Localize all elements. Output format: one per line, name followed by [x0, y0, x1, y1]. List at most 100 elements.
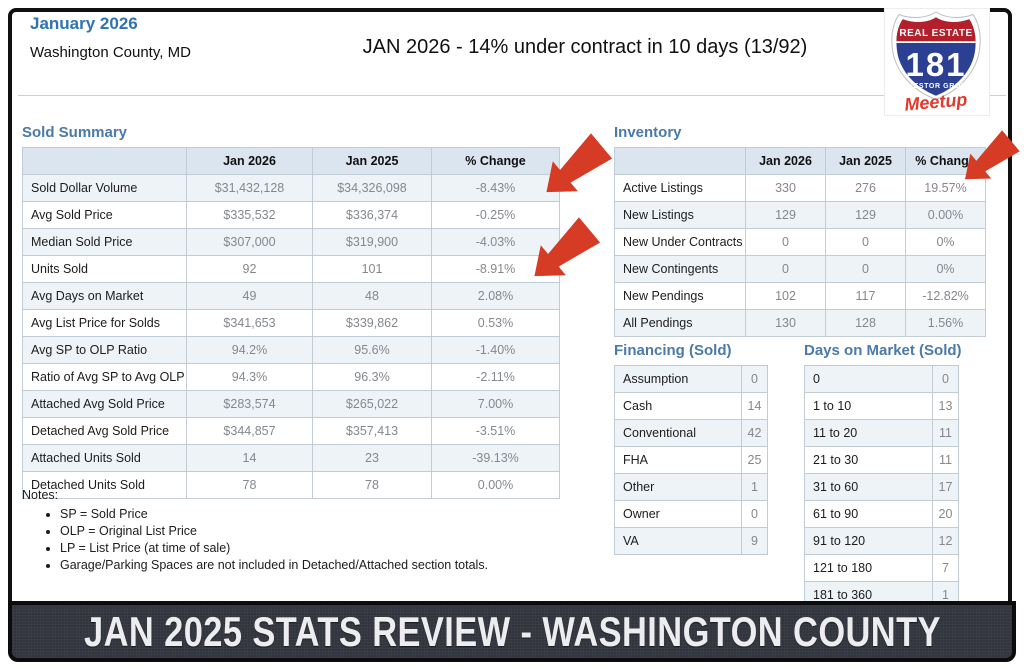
column-header-change: % Change: [431, 147, 560, 175]
table-row: 1 to 10 13: [804, 392, 959, 420]
table-header-row: Jan 2026 Jan 2025 % Change: [614, 147, 986, 175]
change-value-cell: -39.13%: [431, 444, 560, 472]
jan2025-value-cell: $265,022: [312, 390, 432, 418]
jan2026-value-cell: $283,574: [186, 390, 313, 418]
count-value-cell: 11: [932, 419, 959, 447]
column-header-jan2025: Jan 2025: [312, 147, 432, 175]
annotation-arrow-sold-dollar-volume-icon: [538, 133, 613, 193]
jan2025-value-cell: 101: [312, 255, 432, 283]
jan2025-value-cell: 96.3%: [312, 363, 432, 391]
table-row: 0 0: [804, 365, 959, 393]
jan2025-value-cell: $336,374: [312, 201, 432, 229]
table-row: FHA 25: [614, 446, 768, 474]
row-label-cell: Detached Units Sold: [22, 471, 187, 499]
table-row: Avg Sold Price $335,532 $336,374 -0.25%: [22, 201, 560, 229]
jan2025-value-cell: 128: [825, 309, 906, 337]
count-value-cell: 11: [932, 446, 959, 474]
jan2026-value-cell: 14: [186, 444, 313, 472]
annotation-arrow-units-sold-icon: [526, 217, 601, 277]
change-value-cell: -1.40%: [431, 336, 560, 364]
days-on-market-table: 0 0 1 to 10 13 11 to 20 11 21 to 30 11 3…: [804, 365, 959, 609]
table-row: 11 to 20 11: [804, 419, 959, 447]
row-label-cell: VA: [614, 527, 742, 555]
row-label-cell: Owner: [614, 500, 742, 528]
row-label-cell: 1 to 10: [804, 392, 933, 420]
table-row: VA 9: [614, 527, 768, 555]
jan2026-value-cell: $307,000: [186, 228, 313, 256]
change-value-cell: 7.00%: [431, 390, 560, 418]
row-label-cell: New Under Contracts: [614, 228, 746, 256]
row-label-cell: New Pendings: [614, 282, 746, 310]
jan2026-value-cell: 102: [745, 282, 826, 310]
count-value-cell: 17: [932, 473, 959, 501]
count-value-cell: 1: [741, 473, 768, 501]
note-item: Garage/Parking Spaces are not included i…: [60, 558, 622, 572]
row-label-cell: 21 to 30: [804, 446, 933, 474]
table-row: 31 to 60 17: [804, 473, 959, 501]
jan2026-value-cell: 94.2%: [186, 336, 313, 364]
table-row: 121 to 180 7: [804, 554, 959, 582]
jan2026-value-cell: 129: [745, 201, 826, 229]
note-item: SP = Sold Price: [60, 507, 622, 521]
count-value-cell: 12: [932, 527, 959, 555]
notes-section: Notes: SP = Sold Price OLP = Original Li…: [22, 488, 622, 575]
jan2025-value-cell: 129: [825, 201, 906, 229]
count-value-cell: 14: [741, 392, 768, 420]
logo-top-text: REAL ESTATE: [899, 28, 972, 39]
notes-list: SP = Sold Price OLP = Original List Pric…: [60, 507, 622, 572]
change-value-cell: -2.11%: [431, 363, 560, 391]
table-row: Attached Avg Sold Price $283,574 $265,02…: [22, 390, 560, 418]
change-value-cell: -8.43%: [431, 174, 560, 202]
jan2026-value-cell: 92: [186, 255, 313, 283]
count-value-cell: 20: [932, 500, 959, 528]
sold-summary-title: Sold Summary: [22, 124, 128, 141]
row-label-cell: Active Listings: [614, 174, 746, 202]
column-header-blank: [22, 147, 187, 175]
column-header-blank: [614, 147, 746, 175]
row-label-cell: New Contingents: [614, 255, 746, 283]
table-row: 21 to 30 11: [804, 446, 959, 474]
report-headline: JAN 2026 - 14% under contract in 10 days…: [362, 36, 808, 58]
header-divider: [18, 95, 1006, 96]
jan2026-value-cell: 49: [186, 282, 313, 310]
count-value-cell: 42: [741, 419, 768, 447]
jan2026-value-cell: 0: [745, 228, 826, 256]
change-value-cell: -0.25%: [431, 201, 560, 229]
jan2026-value-cell: $335,532: [186, 201, 313, 229]
interstate-shield-icon: REAL ESTATE 181 INVESTOR GROUP Meetup: [891, 11, 981, 115]
jan2025-value-cell: $339,862: [312, 309, 432, 337]
table-row: Units Sold 92 101 -8.91%: [22, 255, 560, 283]
table-row: Detached Avg Sold Price $344,857 $357,41…: [22, 417, 560, 445]
jan2025-value-cell: 78: [312, 471, 432, 499]
row-label-cell: Attached Units Sold: [22, 444, 187, 472]
row-label-cell: New Listings: [614, 201, 746, 229]
table-row: All Pendings 130 128 1.56%: [614, 309, 986, 337]
table-row: Avg List Price for Solds $341,653 $339,8…: [22, 309, 560, 337]
jan2026-value-cell: 0: [745, 255, 826, 283]
row-label-cell: Median Sold Price: [22, 228, 187, 256]
count-value-cell: 7: [932, 554, 959, 582]
row-label-cell: 11 to 20: [804, 419, 933, 447]
row-label-cell: 0: [804, 365, 933, 393]
jan2026-value-cell: 130: [745, 309, 826, 337]
jan2026-value-cell: $341,653: [186, 309, 313, 337]
table-row: 91 to 120 12: [804, 527, 959, 555]
sold-summary-table: Jan 2026 Jan 2025 % Change Sold Dollar V…: [22, 147, 560, 499]
jan2026-value-cell: 330: [745, 174, 826, 202]
row-label-cell: 121 to 180: [804, 554, 933, 582]
days-on-market-title: Days on Market (Sold): [804, 342, 962, 359]
bottom-banner: JAN 2025 STATS REVIEW - WASHINGTON COUNT…: [8, 601, 1016, 662]
row-label-cell: Detached Avg Sold Price: [22, 417, 187, 445]
table-row: Active Listings 330 276 19.57%: [614, 174, 986, 202]
jan2025-value-cell: $34,326,098: [312, 174, 432, 202]
count-value-cell: 13: [932, 392, 959, 420]
jan2025-value-cell: 95.6%: [312, 336, 432, 364]
row-label-cell: Cash: [614, 392, 742, 420]
table-row: Avg SP to OLP Ratio 94.2% 95.6% -1.40%: [22, 336, 560, 364]
change-value-cell: 0.00%: [905, 201, 986, 229]
count-value-cell: 25: [741, 446, 768, 474]
table-row: Other 1: [614, 473, 768, 501]
row-label-cell: Avg SP to OLP Ratio: [22, 336, 187, 364]
table-row: 61 to 90 20: [804, 500, 959, 528]
